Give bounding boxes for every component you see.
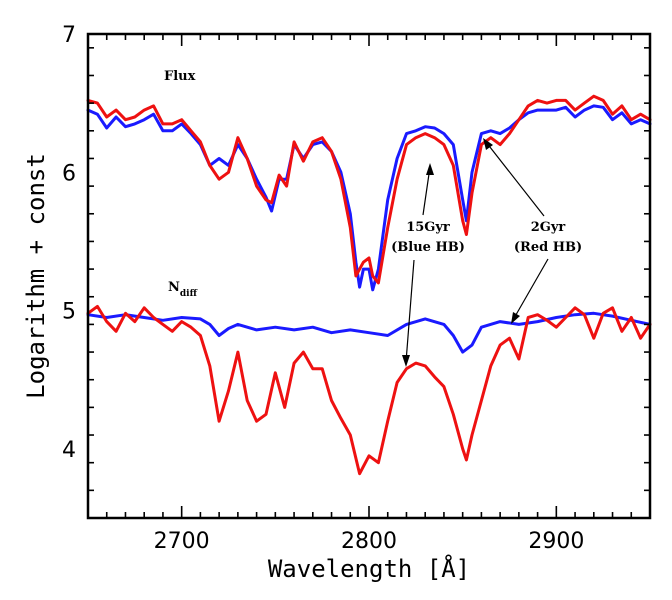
ndiff-label-subscript: diff xyxy=(180,289,198,299)
series-line-ndiff-blue xyxy=(86,311,652,354)
x-tick-label: 2900 xyxy=(528,529,584,554)
flux-label: Flux xyxy=(164,69,196,84)
series-layer xyxy=(86,94,652,476)
arrow-2gyr-to-flux xyxy=(485,141,545,217)
y-tick-label: 7 xyxy=(62,23,76,48)
annotation-15gyr-line2: (Blue HB) xyxy=(391,240,465,255)
x-tick-label: 2700 xyxy=(154,529,210,554)
arrow-2gyr-to-ndiff xyxy=(512,258,549,321)
arrowhead-15gyr-flux xyxy=(426,163,434,175)
series-line-ndiff-red xyxy=(86,304,652,476)
y-tick-label: 5 xyxy=(62,300,76,325)
annotation-15gyr-line1: 15Gyr xyxy=(406,220,450,235)
annotation-2gyr-line2: (Red HB) xyxy=(514,240,582,255)
ndiff-label-base: N xyxy=(168,280,180,295)
tick-layer: 2700 2800 2900 4 5 6 7 xyxy=(62,23,651,554)
arrow-15gyr-to-ndiff xyxy=(405,259,415,363)
arrowhead-2gyr-ndiff xyxy=(511,312,520,324)
x-tick-label: 2800 xyxy=(341,529,397,554)
series-line-flux-red xyxy=(86,94,652,285)
annotation-2gyr-line1: 2Gyr xyxy=(531,220,566,235)
arrowhead-15gyr-ndiff xyxy=(402,355,410,367)
x-axis-label: Wavelength [Å] xyxy=(268,554,470,583)
y-tick-label: 4 xyxy=(62,438,76,463)
y-tick-label: 6 xyxy=(62,161,76,186)
annotation-arrows xyxy=(402,138,549,367)
y-axis-label: Logarithm + const xyxy=(22,153,50,399)
ndiff-label: Ndiff xyxy=(168,280,198,299)
series-line-flux-blue xyxy=(86,104,652,292)
arrowhead-2gyr-flux xyxy=(483,138,493,150)
